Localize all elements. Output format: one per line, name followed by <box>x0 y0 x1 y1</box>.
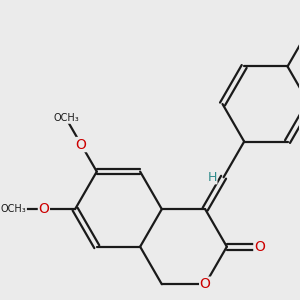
Text: OCH₃: OCH₃ <box>53 113 79 123</box>
Text: O: O <box>200 277 211 291</box>
Text: OCH₃: OCH₃ <box>1 204 26 214</box>
Text: H: H <box>208 171 217 184</box>
Text: O: O <box>254 240 265 254</box>
Text: O: O <box>76 138 87 152</box>
Text: O: O <box>38 202 49 216</box>
